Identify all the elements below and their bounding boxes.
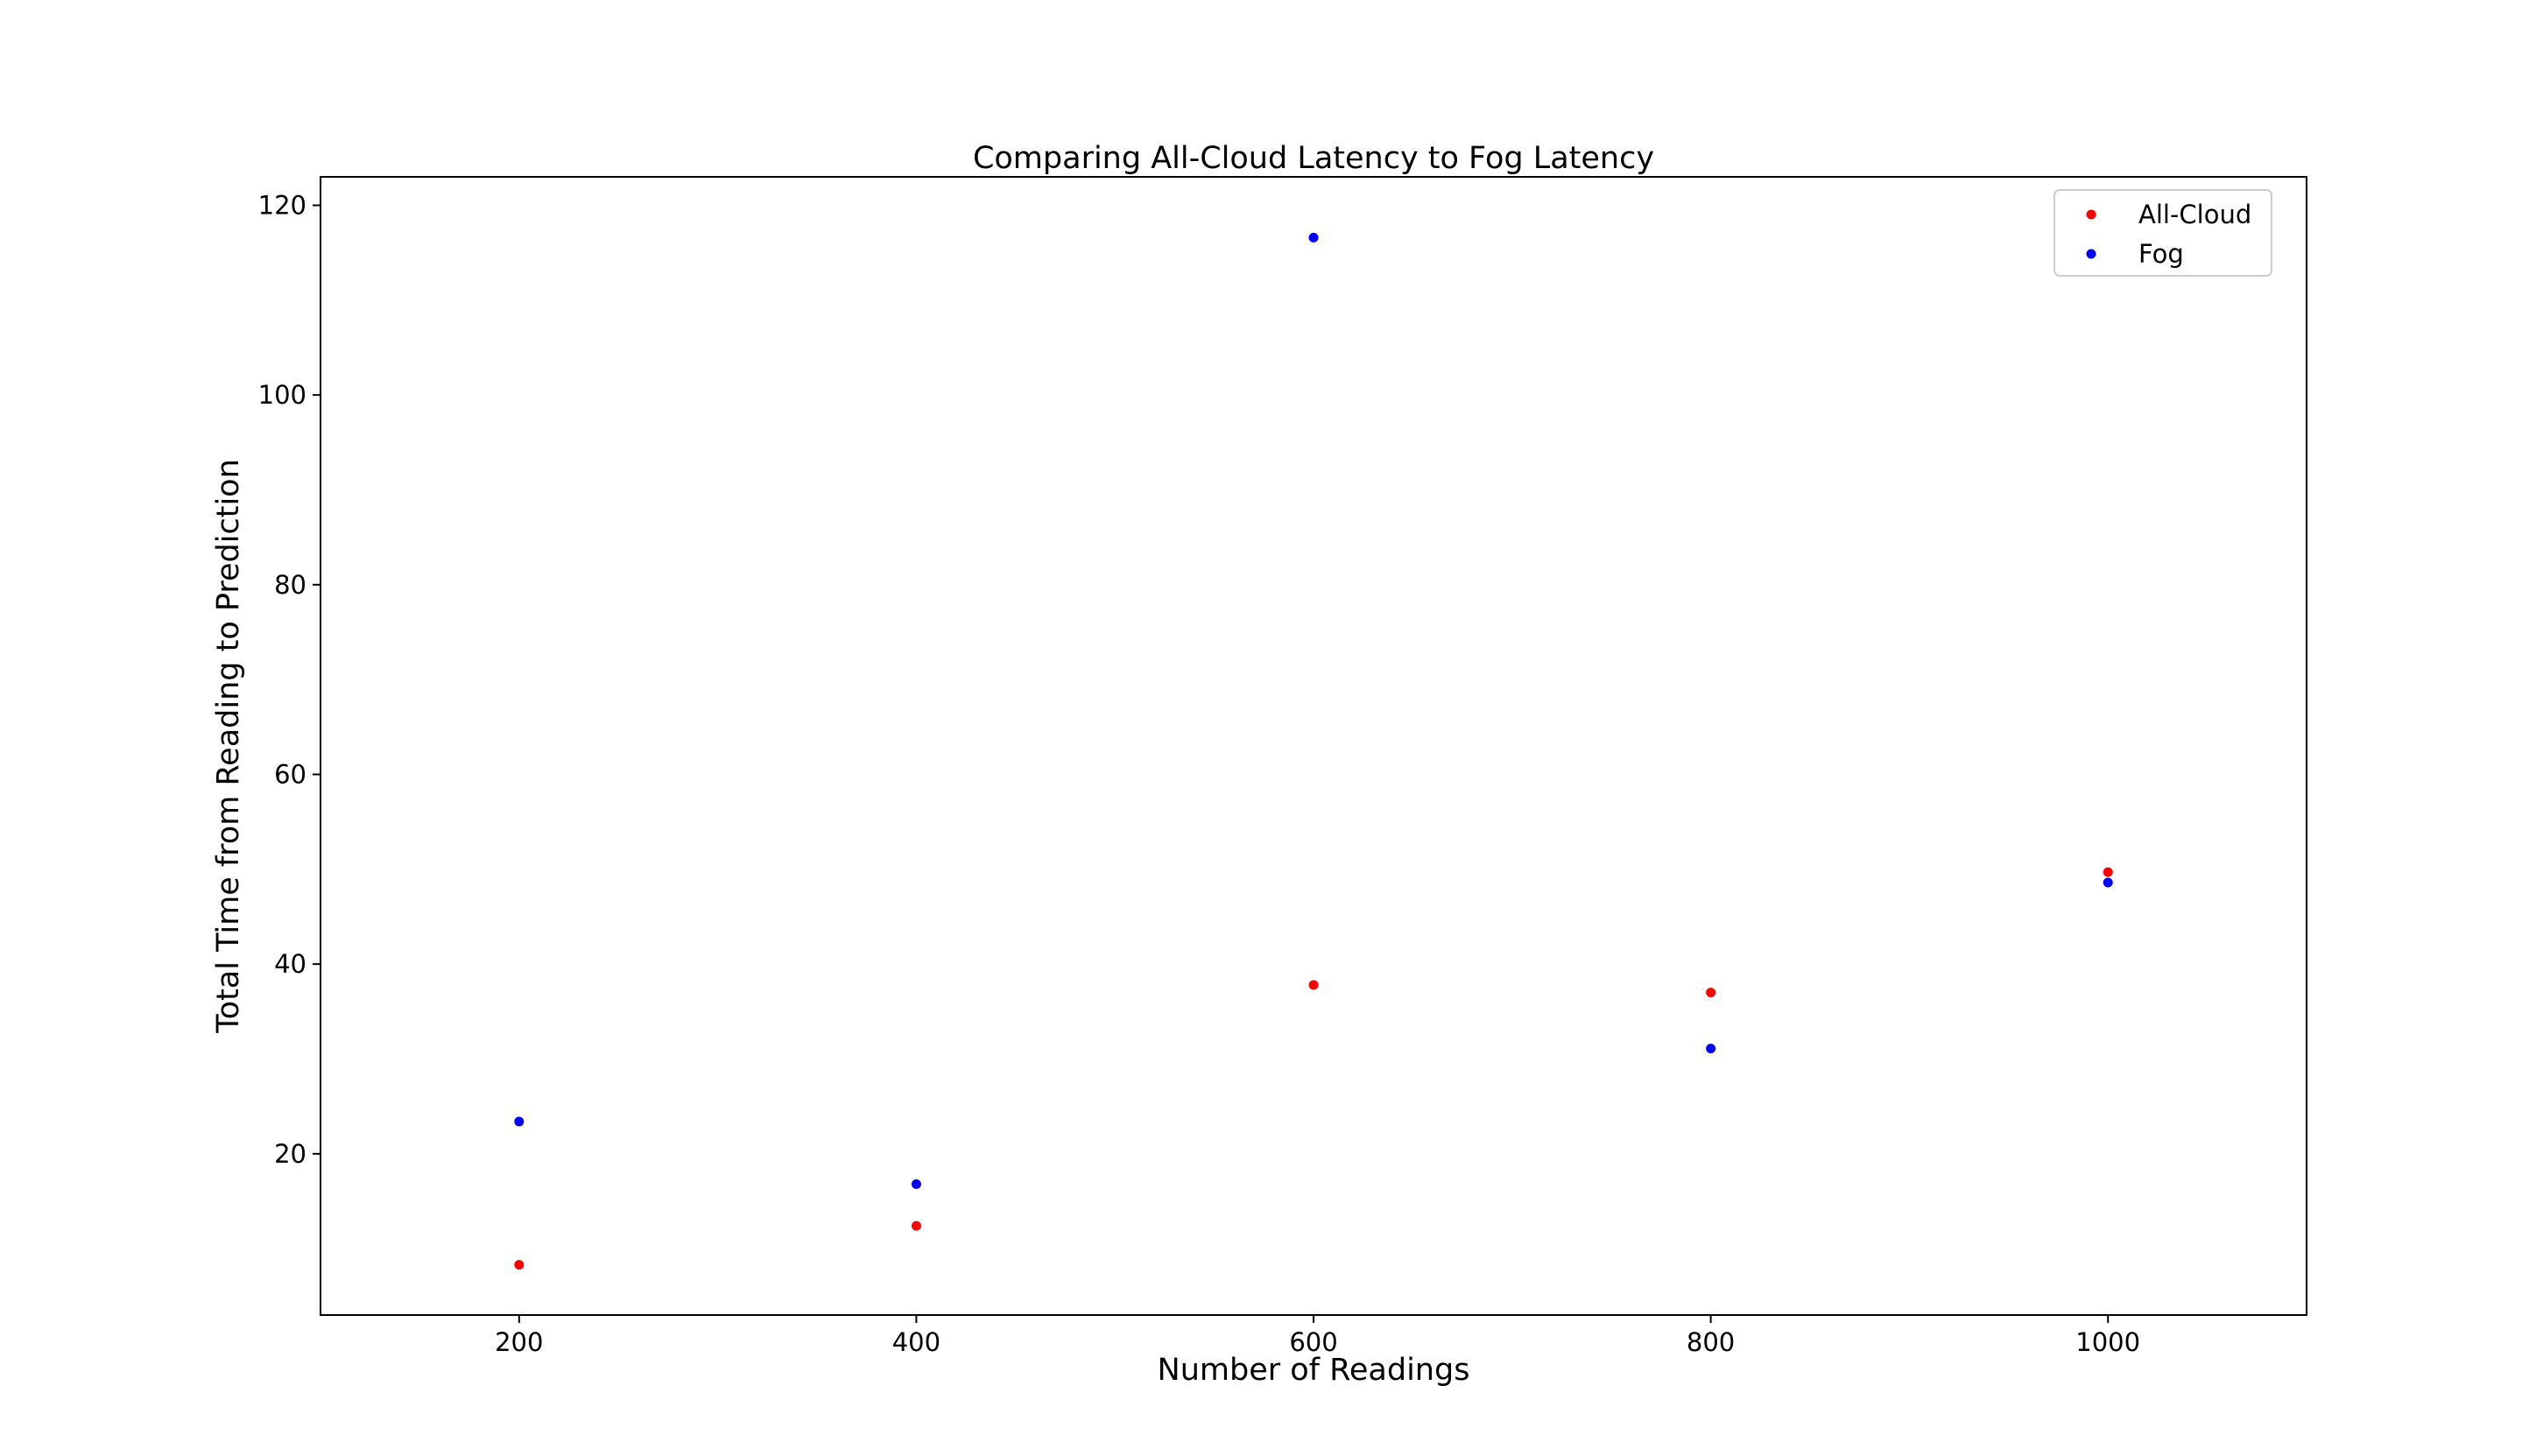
x-tick-label: 400 — [892, 1327, 940, 1357]
fog-point — [2103, 877, 2113, 888]
legend-label-all-cloud: All-Cloud — [2138, 200, 2251, 229]
x-axis-label: Number of Readings — [1158, 1353, 1470, 1388]
y-tick-label: 20 — [274, 1139, 306, 1169]
fog-point — [514, 1116, 525, 1127]
legend: All-Cloud Fog — [2054, 189, 2272, 277]
x-tick-label: 1000 — [2075, 1327, 2140, 1357]
y-axis-ticks: 20 40 60 80 100 120 — [258, 191, 321, 1169]
x-axis-ticks: 200 400 600 800 1000 — [495, 1315, 2140, 1357]
y-tick-label: 80 — [274, 570, 306, 600]
all-cloud-point — [2103, 867, 2113, 877]
all-cloud-point — [1706, 988, 1716, 998]
legend-marker-all-cloud — [2086, 209, 2096, 220]
fog-point — [1308, 232, 1319, 243]
all-cloud-point — [911, 1220, 921, 1231]
chart-title: Comparing All-Cloud Latency to Fog Laten… — [973, 141, 1654, 176]
x-tick-label: 200 — [495, 1327, 543, 1357]
plot-area-frame — [320, 176, 2307, 1316]
legend-label-fog: Fog — [2138, 239, 2184, 269]
legend-box — [2054, 189, 2272, 277]
x-tick-label: 800 — [1687, 1327, 1735, 1357]
fog-point — [1706, 1044, 1716, 1054]
data-points — [514, 232, 2113, 1270]
all-cloud-point — [1308, 980, 1319, 990]
y-tick-label: 60 — [274, 760, 306, 790]
all-cloud-point — [514, 1260, 525, 1270]
fog-point — [911, 1179, 921, 1189]
y-axis-label: Total Time from Reading to Prediction — [211, 459, 246, 1034]
y-tick-label: 120 — [258, 191, 306, 221]
y-tick-label: 100 — [258, 380, 306, 410]
x-tick-label: 600 — [1289, 1327, 1337, 1357]
y-tick-label: 40 — [274, 949, 306, 979]
legend-marker-fog — [2086, 249, 2096, 259]
